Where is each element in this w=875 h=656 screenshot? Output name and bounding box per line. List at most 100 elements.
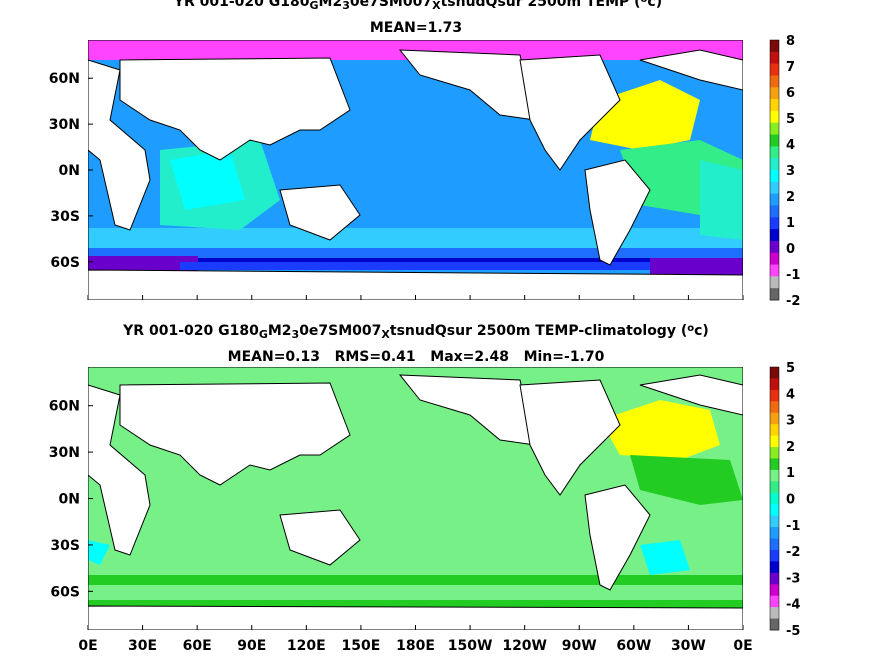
y-tick-label: 0N (59, 492, 80, 508)
colorbar-swatch (770, 492, 779, 505)
x-tick-label: 60E (183, 638, 212, 654)
x-tick-label: 120W (502, 638, 547, 654)
colorbar-swatch (770, 595, 779, 608)
x-tick-label: 90W (562, 638, 597, 654)
colorbar-swatch (770, 378, 779, 391)
colorbar-swatch (770, 584, 779, 597)
x-tick-label: 150E (342, 638, 381, 654)
colorbar-swatch (770, 170, 779, 183)
colorbar-label: 1 (786, 216, 795, 231)
panel-bottom-title: YR 001-020 G180GM230e7SM007XtsnudQsur 25… (122, 323, 709, 341)
y-tick-label: 60N (49, 71, 80, 87)
colorbar-label: 3 (786, 164, 795, 179)
x-tick-label: 30E (128, 638, 157, 654)
colorbar-swatch (770, 40, 779, 53)
panel-bottom-map (88, 367, 743, 630)
x-tick-label: 0E (78, 638, 97, 654)
panel-bottom-subtitle: MEAN=0.13 RMS=0.41 Max=2.48 Min=-1.70 (228, 349, 605, 365)
colorbar-swatch (770, 110, 779, 124)
colorbar-label: 6 (786, 86, 795, 101)
x-tick-label: 90E (237, 638, 266, 654)
colorbar-swatch (770, 63, 779, 76)
colorbar-swatch (770, 264, 779, 277)
colorbar-label: -2 (786, 545, 800, 560)
panel-top: YR 001-020 G180GM230e7SM007XtsnudQsur 25… (49, 0, 801, 309)
colorbar-swatch (770, 607, 779, 620)
colorbar-swatch (770, 401, 779, 414)
colorbar-label: -1 (786, 519, 800, 534)
colorbar-swatch (770, 87, 779, 100)
y-tick-label: 0N (59, 163, 80, 179)
panel-bottom-x-ticks: 0E 30E 60E 90E 120E 150E 180E 150W 120W 90W 60W 30W… (78, 625, 753, 654)
y-tick-label: 30S (50, 538, 80, 554)
colorbar-swatch (770, 252, 779, 266)
colorbar-label: 1 (786, 466, 795, 481)
x-tick-label: 150W (448, 638, 493, 654)
colorbar-swatch (770, 504, 779, 517)
colorbar-label: -4 (786, 598, 800, 613)
colorbar-swatch (770, 435, 779, 448)
x-tick-label: 30W (671, 638, 706, 654)
x-tick-label: 180E (396, 638, 435, 654)
x-tick-label: 60W (616, 638, 651, 654)
colorbar-swatch (770, 458, 779, 471)
colorbar-swatch (770, 481, 779, 494)
colorbar-label: -5 (786, 624, 800, 639)
y-tick-label: 30N (49, 445, 80, 461)
colorbar-swatch (770, 122, 779, 136)
colorbar-swatch (770, 538, 779, 551)
colorbar-label: 2 (786, 440, 795, 455)
colorbar-swatch (770, 572, 779, 585)
colorbar-label: 5 (786, 361, 795, 376)
panel-bottom: YR 001-020 G180GM230e7SM007XtsnudQsur 25… (49, 323, 801, 654)
x-tick-label: 0E (733, 638, 752, 654)
colorbar-label: 7 (786, 60, 795, 75)
panel-top-map (88, 40, 743, 300)
colorbar-swatch (770, 527, 779, 540)
colorbar-label: 2 (786, 190, 795, 205)
colorbar-swatch (770, 217, 779, 230)
panel-bottom-colorbar: 5 4 3 2 1 0 -1 -2 -3 -4 -5 (769, 361, 800, 639)
colorbar-swatch (770, 561, 779, 574)
colorbar-swatch (770, 51, 779, 65)
colorbar-label: 5 (786, 112, 795, 127)
y-tick-label: 60S (50, 584, 80, 600)
panel-top-y-ticks: 60N 30N 0N 30S 60S (49, 71, 744, 300)
colorbar-swatch (770, 389, 779, 402)
colorbar-swatch (770, 146, 779, 159)
colorbar-label: -3 (786, 571, 800, 586)
y-tick-label: 60N (49, 399, 80, 415)
colorbar-swatch (770, 469, 779, 482)
colorbar-label: -1 (786, 268, 800, 283)
colorbar-swatch (770, 412, 779, 425)
land-mask (88, 49, 743, 300)
colorbar-label: 4 (786, 387, 795, 402)
colorbar-swatch (770, 515, 779, 528)
colorbar-swatch (770, 288, 779, 301)
colorbar-swatch (770, 367, 779, 379)
colorbar-swatch (770, 193, 779, 206)
colorbar-label: -2 (786, 294, 800, 309)
colorbar-swatch (770, 158, 779, 171)
colorbar-label: 0 (786, 242, 795, 257)
panel-top-subtitle: MEAN=1.73 (370, 20, 462, 36)
colorbar-swatch (770, 181, 779, 195)
y-tick-label: 60S (50, 255, 80, 271)
y-tick-label: 30S (50, 209, 80, 225)
panel-top-colorbar: 8 7 6 5 4 3 2 1 0 -1 -2 (769, 34, 800, 309)
colorbar-swatch (770, 134, 779, 147)
colorbar-swatch (770, 549, 779, 562)
colorbar-swatch (770, 276, 779, 289)
colorbar-label: 0 (786, 493, 795, 508)
x-tick-label: 120E (287, 638, 326, 654)
colorbar-swatch (770, 75, 779, 88)
colorbar-swatch (770, 99, 779, 112)
colorbar-swatch (770, 447, 779, 459)
colorbar-swatch (770, 424, 779, 437)
panel-bottom-y-ticks: 60N 30N 0N 30S 60S (49, 399, 93, 600)
panel-top-title: YR 001-020 G180GM230e7SM007XtsnudQsur 25… (173, 0, 662, 12)
colorbar-label: 4 (786, 138, 795, 153)
land-mask (88, 374, 743, 630)
colorbar-swatch (770, 205, 779, 218)
